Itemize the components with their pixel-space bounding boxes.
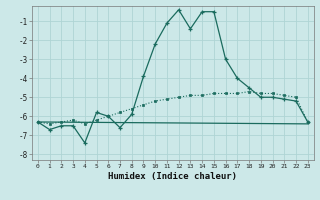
X-axis label: Humidex (Indice chaleur): Humidex (Indice chaleur) — [108, 172, 237, 181]
